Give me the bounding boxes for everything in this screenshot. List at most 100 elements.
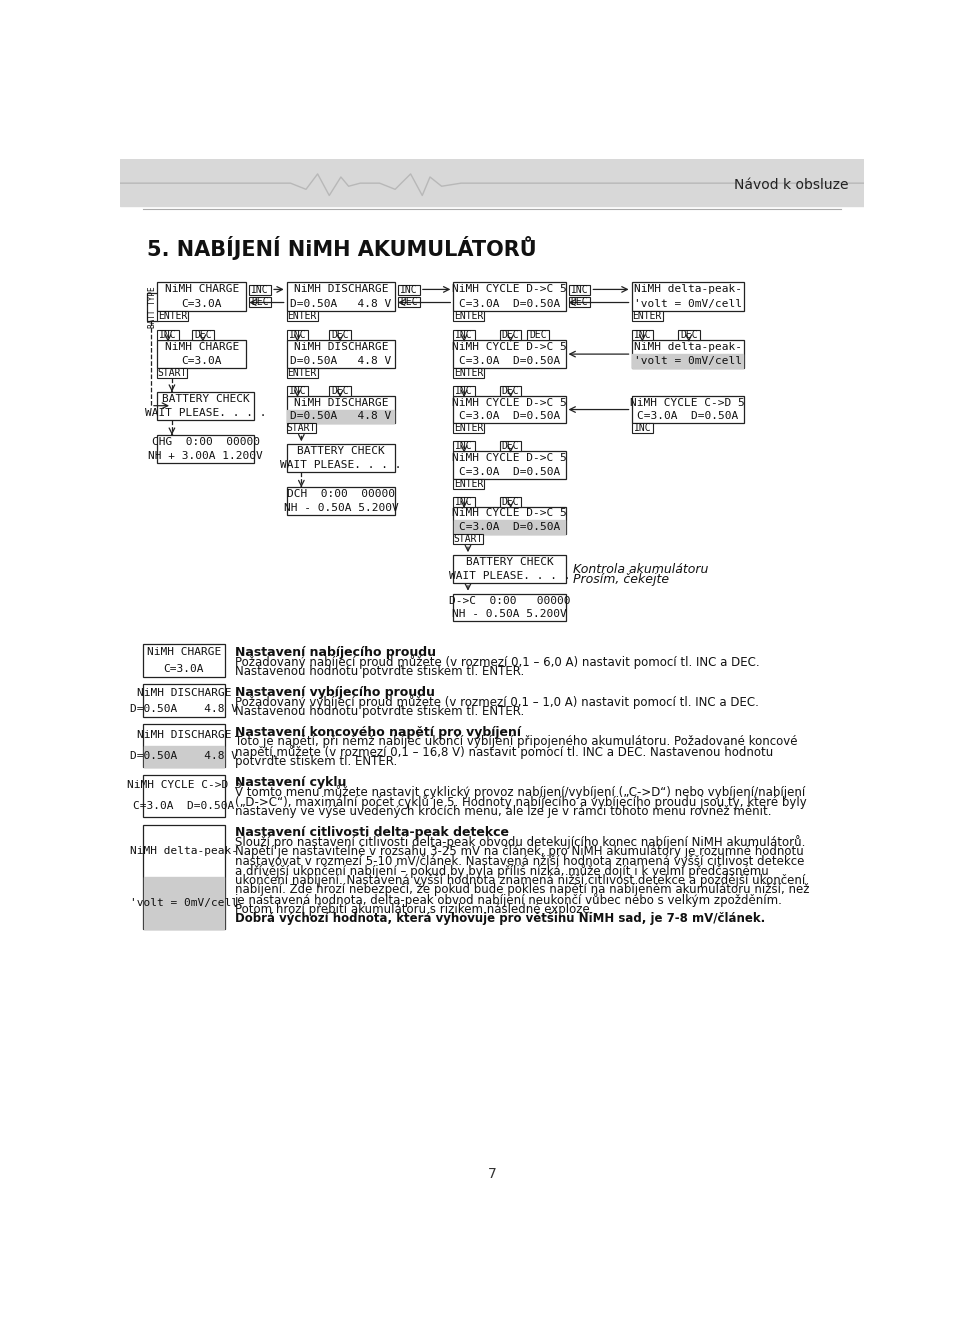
Text: V tomto menu můžete nastavit cyklický provoz nabíjení/vybíjení („C->D“) nebo vyb: V tomto menu můžete nastavit cyklický pr… bbox=[234, 785, 804, 799]
Text: C=3.0A  D=0.50A: C=3.0A D=0.50A bbox=[459, 299, 560, 309]
Text: DEC: DEC bbox=[502, 330, 519, 341]
Bar bbox=[453, 506, 565, 534]
Text: BATT TYPE: BATT TYPE bbox=[148, 287, 157, 328]
Text: DEC: DEC bbox=[331, 386, 348, 396]
Text: WAIT PLEASE. . . .: WAIT PLEASE. . . . bbox=[448, 571, 570, 581]
Bar bbox=[632, 310, 662, 321]
Text: Návod k obsluze: Návod k obsluze bbox=[734, 178, 849, 193]
Text: nabíjení. Zde hrozí nebezpečí, že pokud bude pokles napětí na nabíjeném akumulát: nabíjení. Zde hrozí nebezpečí, že pokud … bbox=[234, 884, 809, 897]
Text: INC: INC bbox=[455, 497, 473, 506]
Bar bbox=[143, 645, 225, 676]
Text: ENTER: ENTER bbox=[454, 478, 484, 489]
Text: C=3.0A  D=0.50A: C=3.0A D=0.50A bbox=[133, 802, 234, 811]
Text: START: START bbox=[157, 369, 186, 378]
Text: DEC: DEC bbox=[502, 497, 519, 506]
Text: nastaveny ve výše uvedených krocích menu, ale lze je v rámci tohoto menu rovněž : nastaveny ve výše uvedených krocích menu… bbox=[234, 804, 771, 818]
Bar bbox=[453, 593, 565, 621]
Bar bbox=[287, 386, 308, 396]
Text: D=0.50A    4.8 V: D=0.50A 4.8 V bbox=[130, 752, 238, 761]
Bar bbox=[287, 369, 318, 378]
Text: INC: INC bbox=[634, 330, 651, 341]
Bar bbox=[157, 310, 188, 321]
Text: NiMH CYCLE D->C 5: NiMH CYCLE D->C 5 bbox=[452, 509, 566, 518]
Bar bbox=[250, 297, 271, 306]
Bar bbox=[632, 341, 744, 369]
Bar bbox=[633, 354, 743, 369]
Text: WAIT PLEASE. . . .: WAIT PLEASE. . . . bbox=[145, 408, 266, 417]
Bar bbox=[143, 684, 225, 717]
Text: ENTER: ENTER bbox=[454, 424, 484, 433]
Bar bbox=[144, 745, 224, 766]
Text: INC: INC bbox=[634, 424, 651, 433]
Text: 'volt = 0mV/cell: 'volt = 0mV/cell bbox=[634, 357, 742, 366]
Bar bbox=[453, 450, 565, 478]
Bar bbox=[527, 330, 548, 341]
Bar bbox=[453, 396, 565, 424]
Text: NiMH DISCHARGE: NiMH DISCHARGE bbox=[294, 398, 388, 408]
Bar bbox=[568, 297, 590, 306]
Text: NH - 0.50A 5.200V: NH - 0.50A 5.200V bbox=[452, 609, 566, 620]
Bar bbox=[329, 386, 351, 396]
Text: Kontrola akumulátoru: Kontrola akumulátoru bbox=[573, 563, 708, 576]
Text: DEC: DEC bbox=[502, 386, 519, 396]
Text: Požadovaný vybíjecí proud můžete (v rozmezí 0,1 – 1,0 A) nastavit pomocí tl. INC: Požadovaný vybíjecí proud můžete (v rozm… bbox=[234, 695, 758, 709]
Text: Potom hrozí přebití akumulátoru s rizikem následné exploze.: Potom hrozí přebití akumulátoru s rizike… bbox=[234, 902, 593, 915]
Text: ENTER: ENTER bbox=[633, 310, 661, 321]
Text: DEC: DEC bbox=[529, 330, 546, 341]
Text: NiMH delta-peak-: NiMH delta-peak- bbox=[634, 342, 742, 353]
Bar bbox=[453, 441, 475, 450]
Text: D=0.50A   4.8 V: D=0.50A 4.8 V bbox=[290, 411, 392, 421]
Bar bbox=[157, 330, 179, 341]
Text: ENTER: ENTER bbox=[454, 369, 484, 378]
Text: Nastavení citlivosti delta-peak detekce: Nastavení citlivosti delta-peak detekce bbox=[234, 826, 509, 839]
Text: 'volt = 0mV/cell: 'volt = 0mV/cell bbox=[130, 897, 238, 908]
Text: C=3.0A: C=3.0A bbox=[164, 663, 204, 674]
Bar bbox=[157, 341, 247, 369]
Text: DEC: DEC bbox=[502, 441, 519, 450]
Bar bbox=[453, 330, 475, 341]
Text: C=3.0A  D=0.50A: C=3.0A D=0.50A bbox=[637, 411, 738, 421]
Text: D=0.50A   4.8 V: D=0.50A 4.8 V bbox=[290, 299, 392, 309]
Bar bbox=[453, 281, 565, 310]
Bar bbox=[632, 281, 744, 310]
Text: START: START bbox=[453, 534, 483, 544]
Text: BATTERY CHECK: BATTERY CHECK bbox=[466, 557, 553, 567]
Bar bbox=[500, 441, 521, 450]
Text: C=3.0A  D=0.50A: C=3.0A D=0.50A bbox=[459, 522, 560, 532]
Bar bbox=[287, 396, 396, 424]
Text: NiMH DISCHARGE: NiMH DISCHARGE bbox=[136, 687, 231, 697]
Text: 'volt = 0mV/cell: 'volt = 0mV/cell bbox=[634, 299, 742, 309]
Text: Nastavení koncového napětí pro vybíjení: Nastavení koncového napětí pro vybíjení bbox=[234, 727, 520, 738]
Text: D->C  0:00   00000: D->C 0:00 00000 bbox=[448, 596, 570, 605]
Bar bbox=[500, 330, 521, 341]
Text: Napětí je nastavitelné v rozsahu 3-25 mV na článek, pro NiMH akumulátory je rozu: Napětí je nastavitelné v rozsahu 3-25 mV… bbox=[234, 845, 804, 857]
Bar bbox=[453, 478, 484, 489]
Text: INC: INC bbox=[571, 285, 588, 295]
Text: C=3.0A: C=3.0A bbox=[181, 357, 222, 366]
Text: C=3.0A  D=0.50A: C=3.0A D=0.50A bbox=[459, 357, 560, 366]
Text: BATTERY CHECK: BATTERY CHECK bbox=[162, 394, 250, 404]
Text: C=3.0A  D=0.50A: C=3.0A D=0.50A bbox=[459, 411, 560, 421]
Bar bbox=[568, 285, 590, 295]
Bar bbox=[500, 497, 521, 506]
Text: NiMH CYCLE D->C 5: NiMH CYCLE D->C 5 bbox=[452, 342, 566, 353]
Text: INC: INC bbox=[400, 285, 418, 295]
Bar bbox=[632, 396, 744, 424]
Text: C=3.0A  D=0.50A: C=3.0A D=0.50A bbox=[459, 466, 560, 477]
Bar bbox=[287, 310, 318, 321]
Bar bbox=[157, 435, 254, 462]
Text: DCH  0:00  00000: DCH 0:00 00000 bbox=[287, 489, 395, 499]
Bar bbox=[453, 369, 484, 378]
Bar bbox=[147, 293, 158, 321]
Text: NiMH CYCLE C->D 5: NiMH CYCLE C->D 5 bbox=[127, 781, 241, 790]
Text: NiMH CYCLE D->C 5: NiMH CYCLE D->C 5 bbox=[452, 453, 566, 464]
Text: D=0.50A    4.8 V: D=0.50A 4.8 V bbox=[130, 704, 238, 713]
Text: 7: 7 bbox=[488, 1168, 496, 1181]
Bar bbox=[287, 330, 308, 341]
Bar bbox=[144, 877, 224, 929]
Bar bbox=[143, 824, 225, 929]
Text: Dobrá výchozí hodnota, která vyhovuje pro většinu NiMH sad, je 7-8 mV/článek.: Dobrá výchozí hodnota, která vyhovuje pr… bbox=[234, 913, 765, 925]
Text: NiMH delta-peak-: NiMH delta-peak- bbox=[130, 845, 238, 856]
Text: a dřívější ukončení nabíjení – pokud by byla příliš nízká, může dojít i k velmi : a dřívější ukončení nabíjení – pokud by … bbox=[234, 864, 768, 878]
Text: INC: INC bbox=[289, 330, 306, 341]
